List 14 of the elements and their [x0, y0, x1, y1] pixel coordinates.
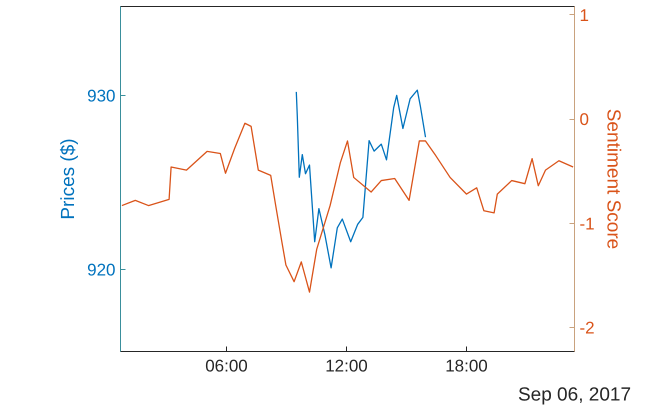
y-tick-label: 920 — [87, 260, 116, 280]
y-tick-label: 930 — [87, 86, 116, 106]
y2-tick-label: -1 — [580, 214, 595, 234]
x-tick-label: 06:00 — [205, 356, 248, 376]
x-axis-title: Sep 06, 2017 — [518, 384, 632, 406]
y2-axis-title: Sentiment Score — [602, 108, 624, 250]
y2-tick-label: 0 — [580, 110, 589, 130]
y2-tick-label: -2 — [580, 318, 595, 338]
x-tick-label: 18:00 — [445, 356, 488, 376]
line-series — [296, 89, 426, 269]
y2-tick-label: 1 — [580, 6, 589, 25]
x-tick-label: 12:00 — [325, 356, 368, 376]
line-series — [121, 122, 574, 293]
y-axis-title: Prices ($) — [58, 138, 80, 220]
